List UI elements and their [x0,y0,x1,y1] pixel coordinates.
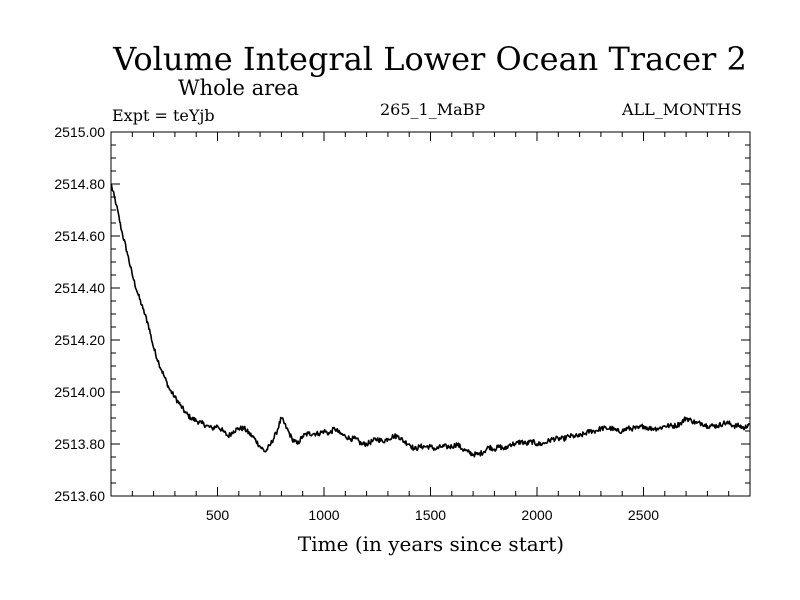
plot-frame [110,131,751,497]
y-tick-label: 2514.00 [54,384,105,400]
y-tick-label: 2513.80 [54,436,105,452]
x-axis-label: Time (in years since start) [297,532,565,556]
chart-subtitle: Whole area [178,76,300,100]
x-tick-label: 1000 [308,507,339,523]
x-tick-label: 500 [206,507,230,523]
y-tick-label: 2514.20 [54,332,105,348]
series-line [110,183,750,458]
experiment-label: Expt = teYjb [112,106,215,125]
y-tick-label: 2514.80 [54,176,105,192]
y-tick-label: 2513.60 [54,488,105,504]
period-label: ALL_MONTHS [622,100,742,119]
run-label: 265_1_MaBP [380,100,486,119]
x-tick-label: 2500 [628,507,659,523]
y-tick-label: 2514.60 [54,228,105,244]
chart-title: Volume Integral Lower Ocean Tracer 2 [113,40,747,78]
y-tick-label: 2514.40 [54,280,105,296]
x-tick-label: 2000 [521,507,552,523]
axis-ticks: 500 1000 1500 2000 2500 2513.60 2513.80 2514.00… [54,124,750,523]
y-tick-label: 2515.00 [54,124,105,140]
series-group [110,183,750,458]
x-tick-label: 1500 [415,507,446,523]
